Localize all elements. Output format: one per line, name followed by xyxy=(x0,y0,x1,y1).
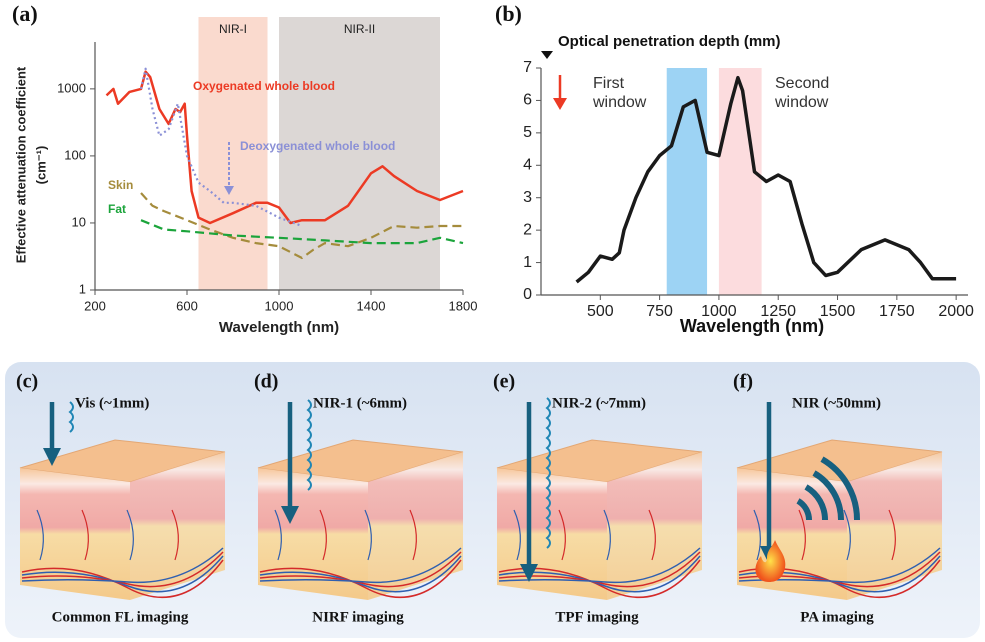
y-tick-label: 10 xyxy=(72,214,86,229)
x-tick-label: 200 xyxy=(84,298,106,313)
y-tick-label: 1000 xyxy=(57,80,86,95)
series-label: Fat xyxy=(108,202,126,216)
y-tick-label: 1 xyxy=(523,254,532,271)
y-tick-label: 2 xyxy=(523,221,532,238)
annotation: window xyxy=(592,94,647,111)
x-axis-title: Wavelength (nm) xyxy=(219,319,339,336)
x-tick-label: 600 xyxy=(176,298,198,313)
y-tick-label: 3 xyxy=(523,189,532,206)
x-tick-label: 1000 xyxy=(265,298,294,313)
y-tick-label: 5 xyxy=(523,124,532,141)
skin-illustration xyxy=(20,440,225,600)
x-tick-label: 1500 xyxy=(820,303,856,320)
panel-caption: NIRF imaging xyxy=(312,609,404,625)
y-tick-label: 1 xyxy=(79,281,86,296)
y-tick-label: 0 xyxy=(523,286,532,303)
panel-label: (b) xyxy=(495,1,522,26)
x-axis-title: Wavelength (nm) xyxy=(680,316,824,336)
light-label: NIR-2 (~7mm) xyxy=(552,395,646,411)
panel-label: (a) xyxy=(12,1,38,26)
band-label: NIR-I xyxy=(219,22,247,36)
x-tick-label: 1750 xyxy=(879,303,915,320)
panel-caption: TPF imaging xyxy=(555,609,639,625)
title-marker xyxy=(541,51,553,59)
panel-label: (d) xyxy=(254,371,278,393)
band xyxy=(719,68,762,295)
annotation: First xyxy=(593,75,625,92)
panel-label: (e) xyxy=(493,371,515,393)
band xyxy=(279,17,440,290)
annotation: window xyxy=(774,94,829,111)
y-axis-title: Effective attenuation coefficient xyxy=(13,66,28,263)
band xyxy=(199,17,268,290)
band-label: NIR-II xyxy=(344,22,375,36)
series-label: Skin xyxy=(108,178,133,192)
annotation: Second xyxy=(775,75,829,92)
chart-title: Optical penetration depth (mm) xyxy=(558,33,781,50)
y-axis-title: (cm⁻¹) xyxy=(33,146,48,185)
y-tick-label: 4 xyxy=(523,157,532,174)
y-tick-label: 6 xyxy=(523,92,532,109)
figure: NIR-INIR-II1101001000200600100014001800(… xyxy=(0,0,985,642)
x-tick-label: 2000 xyxy=(938,303,974,320)
panel-caption: PA imaging xyxy=(800,609,874,625)
x-tick-label: 750 xyxy=(646,303,673,320)
y-tick-label: 7 xyxy=(523,59,532,76)
x-tick-label: 1800 xyxy=(449,298,478,313)
x-tick-label: 500 xyxy=(587,303,614,320)
panel-caption: Common FL imaging xyxy=(52,609,189,625)
light-label: NIR (~50mm) xyxy=(792,395,881,411)
y-tick-label: 100 xyxy=(64,147,86,162)
series-label: Oxygenated whole blood xyxy=(193,79,335,93)
panel-label: (c) xyxy=(16,371,38,393)
x-tick-label: 1400 xyxy=(357,298,386,313)
light-label: Vis (~1mm) xyxy=(75,395,149,411)
series-label: Deoxygenated whole blood xyxy=(240,139,395,153)
arrow-head xyxy=(553,98,567,110)
light-label: NIR-1 (~6mm) xyxy=(313,395,407,411)
panel-label: (f) xyxy=(733,371,753,393)
band xyxy=(667,68,707,295)
